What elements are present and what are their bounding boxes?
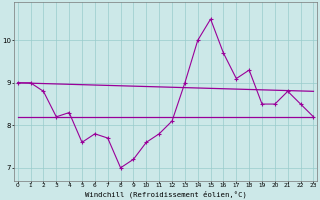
X-axis label: Windchill (Refroidissement éolien,°C): Windchill (Refroidissement éolien,°C) [85,190,246,198]
